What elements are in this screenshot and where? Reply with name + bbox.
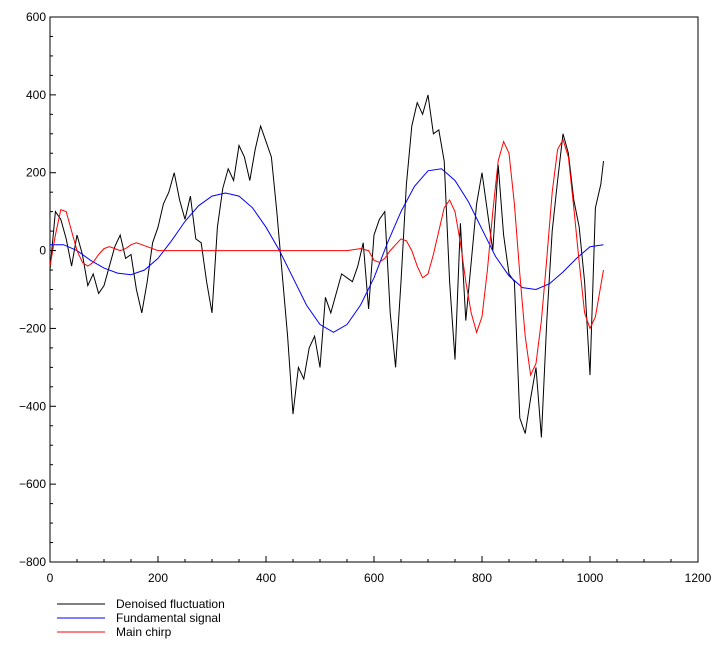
series-line-1 [49,94,604,438]
plot-frame [49,16,699,563]
x-tick-label: 800 [472,571,492,585]
x-tick-label: 0 [47,571,54,585]
x-tick-label: 400 [256,571,276,585]
axis-ticks: 0 200 400 600 800 1000 1200 600 400 200 0 −200 −400 −… [19,10,712,585]
y-tick-label: 600 [26,10,46,24]
series-line-2 [50,168,604,333]
y-tick-label: −800 [19,555,46,569]
legend-label: Main chirp [116,625,172,639]
y-tick-label: −600 [19,477,46,491]
y-tick-label: 0 [39,244,46,258]
y-tick-label: 200 [26,166,46,180]
x-tick-label: 1000 [577,571,604,585]
legend-label: Denoised fluctuation [116,597,225,611]
y-tick-label: −400 [19,399,46,413]
x-tick-label: 1200 [685,571,712,585]
x-tick-label: 200 [148,571,168,585]
x-tick-label: 600 [364,571,384,585]
series-line-3 [49,138,604,377]
plot-area [49,94,604,438]
legend-label: Fundamental signal [116,611,221,625]
y-tick-label: 400 [26,88,46,102]
y-tick-label: −200 [19,321,46,335]
